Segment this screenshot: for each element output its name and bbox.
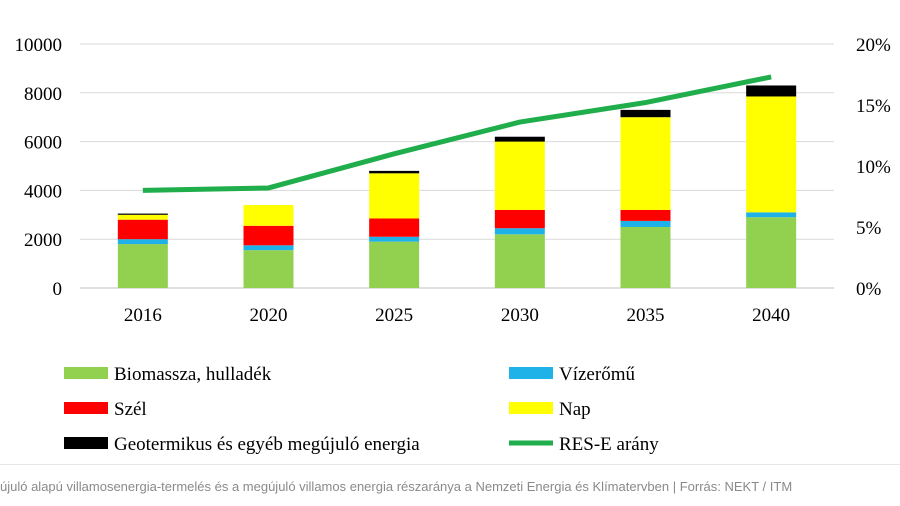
y-right-tick-label: 15%	[856, 96, 891, 117]
legend-label: Biomassza, hulladék	[114, 364, 272, 385]
x-tick-label: 2025	[375, 305, 413, 326]
bar-segment	[620, 117, 671, 210]
legend-swatch	[64, 402, 108, 414]
legend-swatch	[64, 367, 108, 379]
bar-segment	[117, 213, 168, 215]
bar-segment	[117, 244, 168, 288]
y-left-tick-label: 10000	[15, 35, 63, 56]
bar-segment	[369, 218, 420, 237]
figure-caption: újuló alapú villamosenergia-termelés és …	[0, 479, 793, 494]
bar-segment	[620, 109, 671, 118]
bar-segment	[494, 234, 545, 288]
caption-bar: újuló alapú villamosenergia-termelés és …	[0, 464, 900, 506]
bar-segment	[494, 136, 545, 142]
y-right-tick-label: 20%	[856, 35, 891, 56]
x-tick-label: 2035	[627, 305, 665, 326]
bar-segment	[243, 225, 294, 246]
renewable-energy-chart: 0 2000 4000 6000 8000 10000 0% 5% 10% 15% 20% 201…	[15, 35, 892, 455]
res-e-line	[142, 74, 772, 193]
bar-segment	[369, 173, 420, 219]
bar-segment	[746, 96, 797, 213]
bar-segment	[620, 220, 671, 227]
legend-swatch	[509, 402, 553, 414]
y-right-tick-label: 0%	[856, 279, 882, 300]
x-axis-ticks: 2016 2020 2025 2030 2035 2040	[124, 305, 790, 326]
bar-segment	[117, 214, 168, 220]
bar-segment	[369, 170, 420, 174]
y-right-tick-label: 5%	[856, 218, 882, 239]
y-right-tick-label: 10%	[856, 157, 891, 178]
bar-segment	[746, 85, 797, 97]
right-axis-ticks: 0% 5% 10% 15% 20%	[856, 35, 891, 300]
y-left-tick-label: 6000	[24, 133, 62, 154]
bar-segment	[494, 209, 545, 229]
left-axis-ticks: 0 2000 4000 6000 8000 10000	[15, 35, 63, 300]
y-left-tick-label: 8000	[24, 84, 62, 105]
bar-segment	[746, 212, 797, 218]
bar-segment	[243, 205, 294, 226]
bar-segment	[243, 250, 294, 288]
bar-segment	[117, 219, 168, 240]
gridlines	[80, 43, 834, 289]
bar-segment	[620, 227, 671, 288]
legend-label: Geotermikus és egyéb megújuló energia	[114, 434, 420, 455]
x-tick-label: 2040	[752, 305, 790, 326]
legend-label: RES-E arány	[559, 434, 659, 455]
x-tick-label: 2030	[501, 305, 539, 326]
res-e-line-layer	[142, 74, 772, 193]
bar-segment	[369, 241, 420, 288]
bar-segment	[620, 209, 671, 221]
bar-segment	[369, 236, 420, 242]
y-left-tick-label: 4000	[24, 181, 62, 202]
x-tick-label: 2016	[124, 305, 162, 326]
bar-segment	[243, 245, 294, 251]
bar-segment	[494, 228, 545, 235]
y-left-tick-label: 0	[53, 279, 63, 300]
y-left-tick-label: 2000	[24, 230, 62, 251]
bar-segment	[746, 217, 797, 288]
legend: Biomassza, hulladék Vízerőmű Szél Nap Geoter…	[64, 364, 659, 455]
legend-label: Nap	[559, 399, 591, 420]
legend-swatch	[64, 437, 108, 449]
x-tick-label: 2020	[250, 305, 288, 326]
bar-segment	[117, 239, 168, 245]
bar-segment	[494, 141, 545, 210]
legend-label: Szél	[114, 399, 147, 420]
legend-swatch	[509, 367, 553, 379]
stacked-bars	[117, 85, 797, 288]
legend-label: Vízerőmű	[559, 364, 635, 385]
